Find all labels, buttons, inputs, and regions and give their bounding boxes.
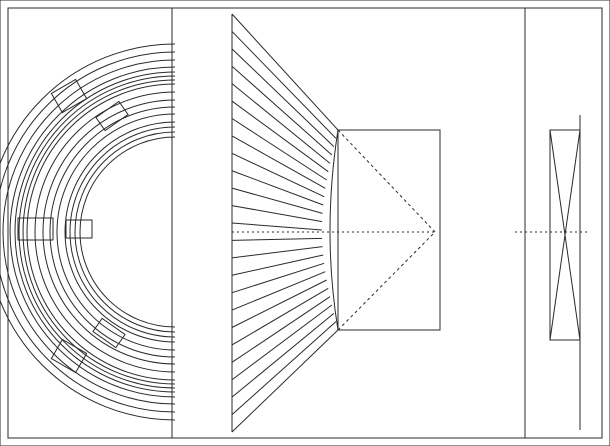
ray [231,65,333,156]
ray [231,262,325,294]
ray [231,296,331,363]
seating-arc [34,91,176,373]
seating-arc [0,43,176,421]
seating-arc [56,113,176,351]
ray [231,287,329,346]
ray [231,329,339,433]
seating-arc [64,121,176,343]
ray [231,135,326,189]
perspective-fan [231,13,441,433]
ray [231,254,324,276]
ray [231,304,333,381]
ray [231,152,325,198]
ray [231,100,329,173]
ray [231,271,326,311]
ray [231,222,323,231]
seating-arc [79,136,176,328]
seating-arc [9,66,176,398]
diagonal [337,129,436,233]
ray [231,279,327,328]
seating-arc [14,71,176,393]
seating-arc [42,99,176,365]
seating-arc [49,106,176,358]
section [515,8,590,438]
passage [92,317,126,349]
ray [231,205,323,223]
seating-arc [18,75,176,389]
ray [231,312,335,398]
ray [231,170,324,206]
seating-arc [26,83,176,381]
ray [231,187,323,214]
ray [231,83,331,164]
curve [329,129,339,331]
ray [231,31,337,139]
section-line [549,129,581,341]
theatre-plan [0,8,176,438]
seating-arc [22,79,176,385]
passage [65,219,93,239]
stage-rectangle [337,129,441,331]
seating-arc [69,126,176,338]
seating-arc [74,131,176,333]
ray [231,237,323,241]
diagonal [337,231,436,331]
ray [231,13,339,131]
ray [231,48,335,148]
seating-arc [2,59,176,405]
ray [231,246,323,259]
ray [231,321,337,415]
passage [50,78,88,114]
ray [231,118,327,181]
seating-arc [0,51,176,413]
frame [7,7,603,439]
